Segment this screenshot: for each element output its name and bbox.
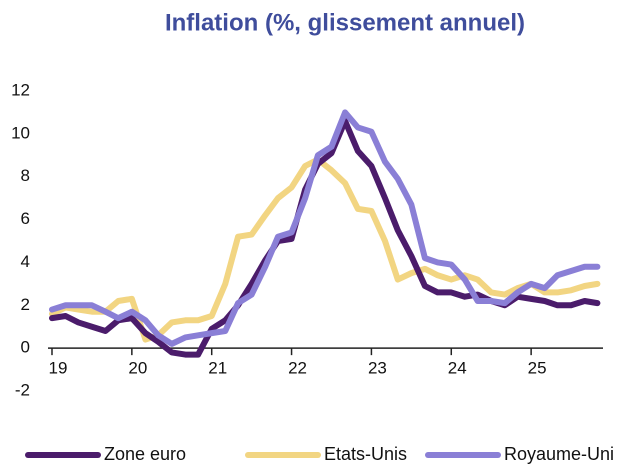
x-tick-label: 24 [448,359,467,378]
x-tick-label: 20 [128,359,147,378]
series-line [48,118,601,358]
x-tick-label: 23 [368,359,387,378]
y-tick-label: 4 [21,252,30,271]
y-tick-label: 12 [11,80,30,99]
y-tick-label: -2 [15,380,30,399]
chart-title: Inflation (%, glissement annuel) [165,9,525,36]
y-tick-label: 10 [11,123,30,142]
x-tick-label: 22 [288,359,307,378]
y-tick-label: 2 [21,295,30,314]
y-tick-label: 0 [21,338,30,357]
legend-label: Zone euro [104,444,186,464]
y-tick-label: 8 [21,166,30,185]
legend-label: Royaume-Uni [504,444,614,464]
series-line [48,109,601,347]
y-tick-label: 6 [21,209,30,228]
x-tick-label: 21 [208,359,227,378]
x-tick-label: 25 [528,359,547,378]
x-tick-label: 19 [49,359,68,378]
legend-label: Etats-Unis [324,444,407,464]
